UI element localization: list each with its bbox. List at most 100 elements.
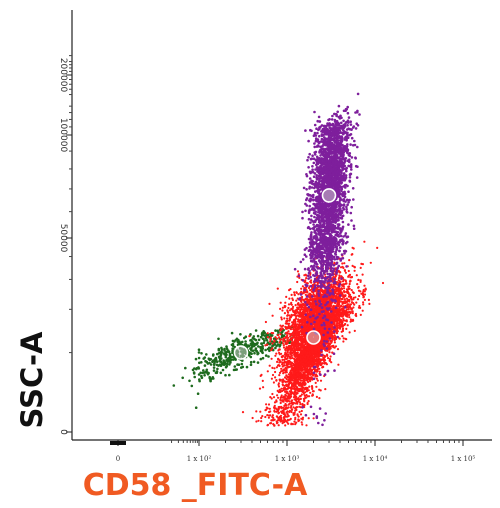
event-dot <box>291 298 294 302</box>
event-dot <box>255 420 258 423</box>
event-dot <box>298 276 301 279</box>
event-dot <box>285 320 288 323</box>
event-dot <box>303 320 306 323</box>
event-dot <box>197 366 200 369</box>
event-dot <box>312 417 315 420</box>
event-dot <box>262 330 266 333</box>
event-dot <box>305 379 308 382</box>
event-dot <box>333 346 336 349</box>
event-dot <box>283 396 286 399</box>
event-dot <box>307 375 310 378</box>
event-dot <box>349 312 352 315</box>
event-dot <box>270 349 273 352</box>
event-dot <box>229 355 232 359</box>
event-dot <box>281 306 284 309</box>
event-dot <box>286 314 289 317</box>
event-dot <box>265 339 269 342</box>
event-dot <box>222 352 226 355</box>
event-dot <box>212 359 215 363</box>
event-dot <box>294 399 298 402</box>
event-dot <box>258 387 262 390</box>
event-dot <box>294 304 297 307</box>
event-dot <box>283 356 287 359</box>
event-dot <box>299 303 302 306</box>
event-dot <box>290 402 293 405</box>
event-dot <box>279 401 282 405</box>
event-dot <box>275 366 278 369</box>
event-dot <box>284 352 288 355</box>
event-dot <box>224 355 228 359</box>
event-dot <box>249 360 253 364</box>
event-dot <box>297 314 300 317</box>
event-dot <box>225 345 228 348</box>
event-dot <box>273 410 276 413</box>
event-dot <box>268 407 271 410</box>
event-dot <box>287 303 291 306</box>
event-dot <box>325 353 329 356</box>
event-dot <box>216 367 219 371</box>
event-dot <box>301 387 304 391</box>
event-dot <box>343 283 346 286</box>
event-dot <box>345 282 348 285</box>
event-dot <box>268 364 271 367</box>
event-dot <box>286 349 289 352</box>
event-dot <box>284 348 287 351</box>
event-dot <box>266 336 269 339</box>
event-dot <box>344 271 347 274</box>
event-dot <box>212 366 216 369</box>
event-dot <box>271 392 274 396</box>
event-dot <box>275 352 278 355</box>
event-dot <box>243 343 247 346</box>
event-dot <box>260 332 264 336</box>
event-dot <box>299 379 302 382</box>
event-dot <box>270 334 273 338</box>
event-dot <box>348 259 351 262</box>
event-dot <box>220 348 224 351</box>
event-dot <box>271 342 274 345</box>
event-dot <box>367 298 370 301</box>
event-dot <box>281 363 284 366</box>
event-dot <box>264 334 268 337</box>
event-dot <box>264 320 267 324</box>
event-dot <box>296 367 299 370</box>
event-dot <box>214 356 218 360</box>
event-dot <box>264 336 268 340</box>
event-dot <box>279 339 282 342</box>
event-dot <box>304 279 307 282</box>
event-dot <box>233 357 237 360</box>
event-dot <box>309 289 312 292</box>
event-dot <box>257 352 260 355</box>
event-dot <box>337 314 340 318</box>
event-dot <box>321 365 324 368</box>
event-dot <box>349 318 352 321</box>
event-dot <box>291 344 294 347</box>
event-dot <box>315 377 318 380</box>
event-dot <box>188 379 191 383</box>
event-dot <box>265 406 268 409</box>
event-dot <box>281 342 284 345</box>
event-dot <box>283 317 286 320</box>
event-dot <box>305 277 308 280</box>
event-dot <box>334 295 337 298</box>
event-dot <box>240 362 244 366</box>
event-dot <box>314 375 317 378</box>
event-dot <box>290 303 293 306</box>
event-dot <box>310 385 314 388</box>
event-dot <box>270 340 274 343</box>
event-dot <box>305 424 308 427</box>
event-dot <box>293 291 296 294</box>
event-dot <box>350 307 353 310</box>
event-dot <box>205 360 209 364</box>
event-dot <box>261 344 264 348</box>
event-dot <box>274 329 277 332</box>
event-dot <box>297 293 300 296</box>
event-dot <box>355 301 358 304</box>
event-dot <box>277 330 280 334</box>
event-dot <box>329 355 332 358</box>
event-dot <box>328 351 331 354</box>
event-dot <box>217 347 221 351</box>
event-dot <box>343 300 346 303</box>
event-dot <box>249 363 253 367</box>
event-dot <box>356 283 359 286</box>
